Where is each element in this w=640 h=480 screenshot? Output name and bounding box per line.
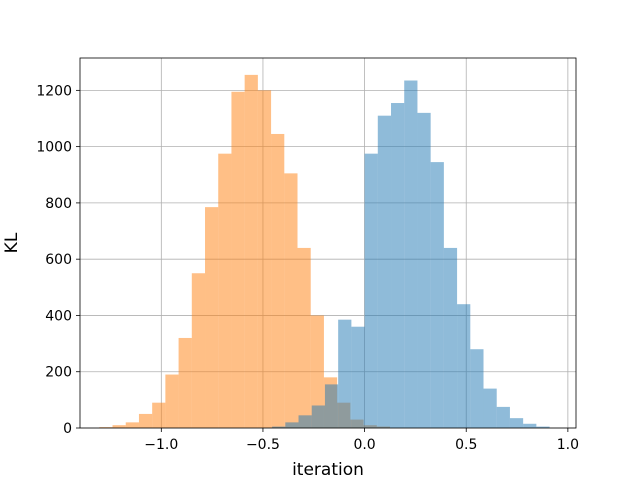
x-axis-label: iteration xyxy=(292,460,364,480)
histogram-bar-s0-15 xyxy=(297,247,311,428)
y-tick-label-1: 200 xyxy=(45,365,72,381)
x-tick-label-2: 0.0 xyxy=(353,437,375,453)
histogram-bar-s0-3 xyxy=(138,413,153,428)
histogram-bar-s0-4 xyxy=(152,402,166,428)
histogram-bar-s0-11 xyxy=(244,74,258,428)
histogram-bar-s0-14 xyxy=(284,173,298,428)
histogram-bar-s0-6 xyxy=(178,337,192,428)
histogram-bar-s1-19 xyxy=(523,423,537,428)
axis-ticks: −1.0 −0.5 0.0 0.5 1.0 0 200 400 600 800 1000 1200 xyxy=(36,83,579,453)
y-tick-label-3: 600 xyxy=(45,252,72,268)
histogram-bar-s1-6 xyxy=(351,326,365,428)
histogram-bar-s1-2 xyxy=(298,415,312,428)
y-axis-label: KL xyxy=(2,232,22,253)
x-tick-label-4: 1.0 xyxy=(557,437,579,453)
histogram-bar-s1-13 xyxy=(443,247,458,428)
histogram-bar-s1-9 xyxy=(391,103,405,428)
x-tick-label-3: 0.5 xyxy=(455,437,477,453)
histogram-bar-s0-5 xyxy=(165,374,179,428)
histogram-bar-s1-11 xyxy=(417,112,431,429)
y-tick-label-0: 0 xyxy=(63,421,72,437)
histogram-bar-s1-8 xyxy=(377,115,392,429)
y-tick-label-4: 800 xyxy=(45,196,72,212)
histogram-bar-s1-18 xyxy=(509,418,524,428)
histogram-bar-s1-1 xyxy=(285,422,299,428)
x-tick-label-1: −0.5 xyxy=(246,437,280,453)
histogram-bar-s1-3 xyxy=(311,405,325,428)
y-tick-label-5: 1000 xyxy=(36,140,72,156)
histogram-bar-s1-14 xyxy=(457,304,471,428)
histogram-bar-s1-16 xyxy=(483,388,497,428)
histogram-bar-s0-12 xyxy=(257,90,272,428)
histogram-bar-s0-0 xyxy=(99,427,113,428)
histogram-bar-s0-9 xyxy=(218,153,232,428)
grid-lines xyxy=(80,58,576,429)
histogram-bar-s1-20 xyxy=(536,426,550,428)
histogram-bar-s0-1 xyxy=(112,425,126,428)
y-tick-label-6: 1200 xyxy=(36,83,72,99)
histogram-bar-s0-10 xyxy=(231,91,245,429)
histogram-bar-s1-12 xyxy=(430,162,444,429)
histogram-bars xyxy=(99,74,550,429)
histogram-bar-s1-10 xyxy=(404,80,418,428)
histogram-bar-s0-13 xyxy=(271,133,285,428)
histogram-bar-s1-7 xyxy=(364,153,378,428)
histogram-bar-s1-17 xyxy=(496,406,510,428)
histogram-bar-s1-15 xyxy=(470,349,484,428)
y-tick-label-2: 400 xyxy=(45,308,72,324)
histogram-bar-s0-7 xyxy=(191,273,206,428)
plot-frame xyxy=(79,57,577,429)
x-tick-label-0: −1.0 xyxy=(144,437,178,453)
histogram-bar-s1-4 xyxy=(324,384,339,428)
histogram-bar-s0-8 xyxy=(205,207,219,428)
histogram-bar-s1-0 xyxy=(272,426,286,428)
histogram-bar-s0-16 xyxy=(310,315,324,428)
histogram-bar-s1-5 xyxy=(338,319,352,428)
histogram-bar-s0-2 xyxy=(125,422,139,428)
